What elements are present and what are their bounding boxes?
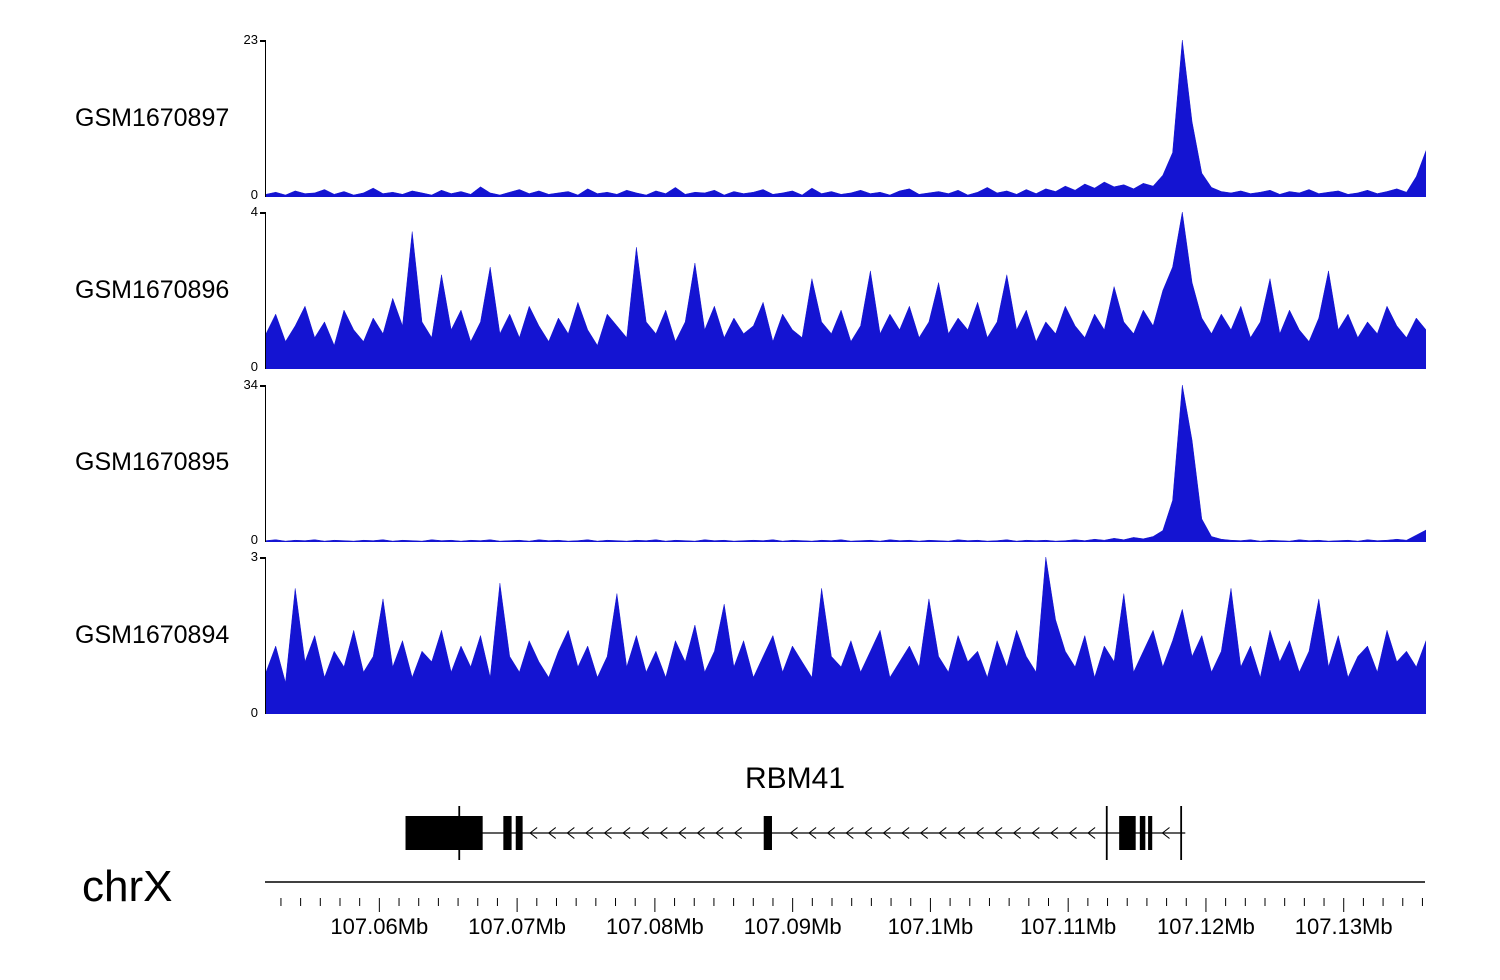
coverage-track-gsm1670894 xyxy=(260,557,1426,714)
gene-model xyxy=(405,806,1186,860)
axis-tick-label: 107.1Mb xyxy=(887,914,974,939)
track-label-gsm1670894: GSM1670894 xyxy=(75,621,230,649)
coverage-track-svg-1 xyxy=(266,212,1426,369)
track4-ymax-label: 3 xyxy=(250,549,258,564)
track3-ymin-label: 0 xyxy=(250,532,258,547)
chromosome-label: chrX xyxy=(82,862,173,911)
track1-ymin-label: 0 xyxy=(250,187,258,202)
coverage-track-svg-0 xyxy=(266,40,1426,197)
axis-tick-label: 107.11Mb xyxy=(1020,914,1117,939)
coverage-track-svg-3 xyxy=(266,557,1426,714)
track2-ymax-label: 4 xyxy=(250,204,258,219)
coverage-track-gsm1670896 xyxy=(260,212,1426,369)
axis-tick-label: 107.12Mb xyxy=(1157,914,1255,939)
track-label-gsm1670895: GSM1670895 xyxy=(75,448,230,476)
genomic-axis xyxy=(265,881,1425,912)
track-label-gsm1670896: GSM1670896 xyxy=(75,276,230,304)
track4-ymin-label: 0 xyxy=(250,705,258,720)
axis-tick-label: 107.13Mb xyxy=(1294,914,1393,939)
axis-tick-label: 107.08Mb xyxy=(605,914,704,939)
coverage-track-gsm1670897 xyxy=(260,40,1426,197)
axis-tick-label: 107.09Mb xyxy=(743,914,842,939)
track1-ymax-label: 23 xyxy=(243,32,258,47)
track-label-gsm1670897: GSM1670897 xyxy=(75,104,230,132)
track2-ymin-label: 0 xyxy=(250,359,258,374)
genomic-axis-labels: 107.06Mb 107.07Mb 107.08Mb 107.09Mb 107.1Mb 1… xyxy=(265,914,1425,944)
coverage-track-svg-2 xyxy=(266,385,1426,542)
gene-name-label: RBM41 xyxy=(744,762,846,795)
coverage-track-gsm1670895 xyxy=(260,385,1426,542)
axis-tick-label: 107.07Mb xyxy=(468,914,567,939)
track3-ymax-label: 34 xyxy=(243,377,258,392)
axis-tick-label: 107.06Mb xyxy=(330,914,429,939)
